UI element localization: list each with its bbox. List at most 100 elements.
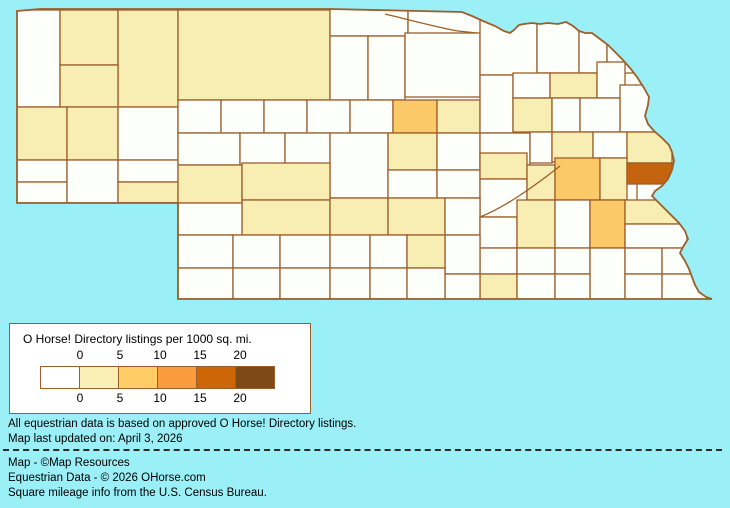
county-shape: [624, 223, 688, 249]
county-shape: [17, 9, 61, 108]
county-shape: [554, 247, 591, 275]
legend-swatch: [79, 366, 119, 389]
legend-tick-label: 15: [193, 391, 207, 405]
county-shape: [17, 159, 68, 183]
county-shape: [66, 159, 119, 204]
county-shape: [177, 132, 241, 166]
county-shape: [177, 164, 243, 204]
county-shape: [551, 131, 594, 163]
county-shape: [436, 169, 481, 199]
county-shape: [529, 131, 553, 164]
legend-tick-label: 0: [76, 391, 84, 405]
county-shape: [239, 132, 286, 166]
county-shape: [444, 197, 481, 236]
legend-tick-label: 20: [233, 391, 247, 405]
county-shape: [117, 159, 179, 183]
county-shape: [624, 199, 688, 225]
credit-census: Square mileage info from the U.S. Census…: [8, 487, 267, 499]
note-data-source: All equestrian data is based on approved…: [8, 418, 357, 430]
county-shape: [177, 267, 234, 299]
note-last-updated: Map last updated on: April 3, 2026: [8, 433, 183, 445]
county-shape: [177, 202, 243, 236]
county-shape: [526, 164, 556, 201]
county-shape: [479, 17, 538, 76]
legend-tick-label: 15: [193, 348, 207, 362]
legend-swatch: [196, 366, 236, 389]
county-shape: [329, 197, 389, 236]
dashed-divider: [3, 449, 722, 451]
county-shape: [554, 199, 591, 249]
county-shape: [444, 273, 481, 299]
county-shape: [626, 131, 673, 164]
county-shape: [589, 199, 626, 249]
county-shape: [117, 106, 179, 161]
county-shape: [66, 106, 119, 161]
county-shape: [512, 97, 553, 133]
county-shape: [599, 157, 628, 201]
county-shape: [387, 132, 438, 171]
legend-swatch: [118, 366, 158, 389]
county-shape: [284, 132, 331, 166]
county-shape: [369, 234, 408, 269]
county-shape: [444, 234, 481, 275]
county-shape: [329, 9, 409, 37]
county-shape: [436, 99, 481, 134]
county-shape: [554, 273, 591, 299]
legend-swatch: [235, 366, 275, 389]
county-shape: [549, 72, 598, 99]
county-shape: [554, 157, 601, 201]
county-shape: [406, 267, 446, 299]
county-shape: [551, 97, 581, 133]
county-shape: [117, 9, 179, 108]
county-shape: [387, 197, 446, 236]
county-shape: [177, 234, 234, 269]
legend-swatch: [40, 366, 80, 389]
county-shape: [479, 247, 518, 275]
county-shape: [479, 216, 518, 249]
county-shape: [17, 181, 68, 204]
county-shape: [241, 199, 331, 236]
county-shape: [177, 9, 331, 101]
county-shape: [624, 273, 663, 299]
legend-title: O Horse! Directory listings per 1000 sq.…: [23, 332, 252, 346]
county-shape: [241, 162, 331, 201]
county-shape: [392, 99, 438, 134]
county-shape: [579, 97, 621, 133]
credit-equestrian-data: Equestrian Data - © 2026 OHorse.com: [8, 472, 206, 484]
county-shape: [516, 273, 556, 299]
county-shape: [387, 169, 438, 199]
county-shape: [624, 247, 663, 275]
legend-tick-label: 0: [76, 348, 84, 362]
county-shape: [329, 35, 369, 101]
county-shape: [232, 267, 281, 299]
county-shape: [436, 132, 481, 171]
legend-tick-label: 5: [116, 348, 124, 362]
nebraska-county-map: [16, 8, 713, 300]
county-shape: [404, 32, 481, 98]
county-shape: [536, 21, 580, 74]
county-shape: [17, 106, 68, 161]
county-shape: [177, 99, 222, 134]
legend: O Horse! Directory listings per 1000 sq.…: [9, 323, 311, 414]
legend-tick-label: 10: [153, 391, 167, 405]
legend-tick-label: 20: [233, 348, 247, 362]
county-shape: [592, 131, 628, 159]
county-shape: [59, 64, 119, 108]
county-shape: [279, 267, 331, 299]
county-shape: [512, 72, 551, 99]
legend-tick-label: 5: [116, 391, 124, 405]
credit-map: Map - ©Map Resources: [8, 457, 130, 469]
county-shape: [117, 181, 179, 204]
county-shape: [516, 247, 556, 275]
county-shape: [220, 99, 265, 134]
county-shape: [329, 234, 371, 269]
county-shape: [406, 234, 446, 269]
county-shape: [479, 273, 518, 299]
county-shape: [306, 99, 351, 134]
legend-swatch-row: [40, 366, 275, 389]
county-shape: [516, 199, 556, 249]
county-shape: [589, 247, 626, 299]
county-shape: [349, 99, 394, 134]
county-shape: [329, 267, 371, 299]
